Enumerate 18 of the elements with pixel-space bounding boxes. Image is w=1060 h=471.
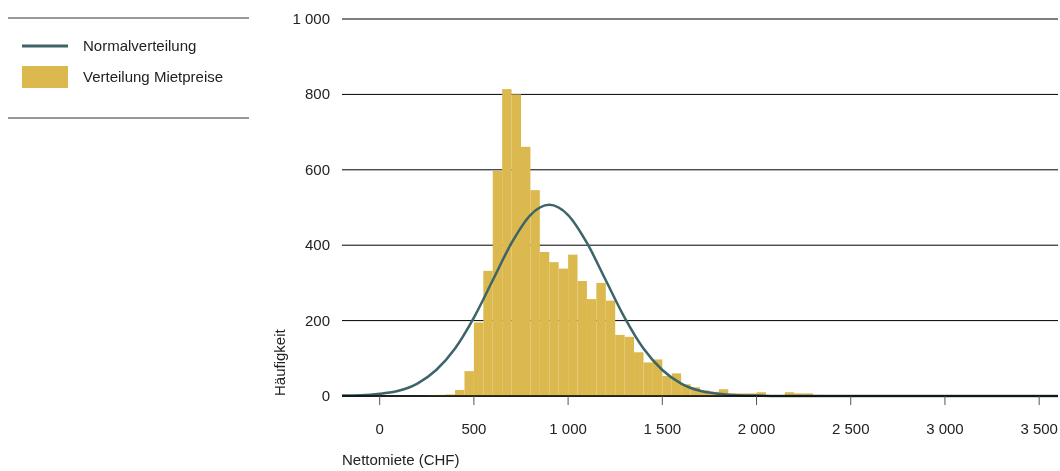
y-tick-label: 0 [321, 387, 330, 404]
y-axis-title: Häufigkeit [271, 328, 288, 396]
x-tick-label: 0 [375, 420, 384, 437]
legend-label: Verteilung Mietpreise [83, 68, 224, 85]
y-tick-label: 200 [304, 311, 330, 329]
legend-label: Normalverteilung [83, 37, 197, 54]
x-tick-label: 1 000 [549, 420, 587, 437]
y-tick-label: 400 [304, 236, 330, 254]
x-tick-label: 500 [461, 420, 487, 437]
x-tick-label: 3 000 [926, 420, 964, 437]
x-tick-label: 3 500 [1020, 420, 1058, 437]
x-tick-label: 2 500 [831, 420, 870, 437]
y-tick-label: 600 [304, 160, 330, 178]
y-tick-label: 1 000 [292, 10, 330, 27]
x-tick-label: 1 500 [643, 420, 682, 437]
x-axis-title: Nettomiete (CHF) [342, 451, 460, 468]
x-tick-label: 2 000 [737, 420, 776, 437]
y-tick-label: 800 [304, 85, 330, 103]
